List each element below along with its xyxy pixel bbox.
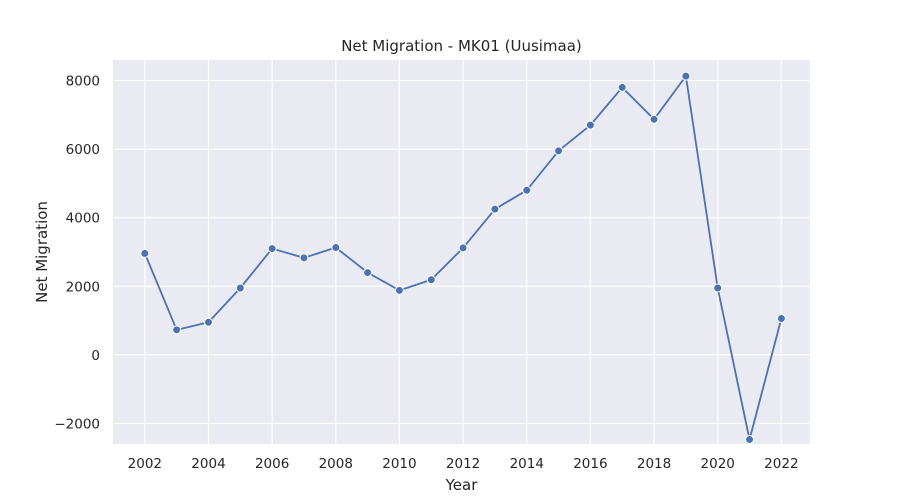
y-axis-label: Net Migration (33, 201, 51, 303)
series-layer (140, 71, 786, 445)
data-point (713, 283, 723, 293)
data-point (776, 314, 786, 324)
y-tick-label: 0 (91, 348, 100, 364)
data-point (617, 82, 627, 92)
y-tick-label: 2000 (66, 279, 100, 295)
y-tick-label: 8000 (66, 74, 100, 90)
data-point (331, 243, 341, 253)
y-tick-labels: −2000 0 2000 4000 6000 8000 (54, 74, 100, 433)
data-point (426, 275, 436, 285)
data-point (490, 204, 500, 214)
y-tick-label: 6000 (66, 142, 100, 158)
x-tick-label: 2004 (191, 456, 225, 472)
x-tick-label: 2014 (510, 456, 544, 472)
x-tick-labels: 2002 2004 2006 2008 2010 2012 2014 2016 2018 2020… (128, 456, 799, 472)
data-point (745, 435, 755, 445)
x-tick-label: 2016 (573, 456, 607, 472)
data-point (681, 71, 691, 81)
x-tick-label: 2022 (764, 456, 798, 472)
data-point (458, 243, 468, 253)
data-point (522, 185, 532, 195)
data-point (363, 268, 373, 278)
y-tick-label: −2000 (54, 416, 100, 432)
data-point (394, 285, 404, 295)
data-point (554, 146, 564, 156)
data-point (585, 120, 595, 130)
data-point (299, 253, 309, 263)
y-tick-label: 4000 (66, 211, 100, 227)
x-tick-label: 2002 (128, 456, 162, 472)
chart-title: Net Migration - MK01 (Uusimaa) (341, 37, 582, 55)
data-point (649, 114, 659, 124)
data-point (235, 283, 245, 293)
data-point (140, 248, 150, 258)
x-tick-label: 2020 (701, 456, 735, 472)
x-tick-label: 2010 (382, 456, 416, 472)
x-tick-label: 2008 (319, 456, 353, 472)
x-tick-label: 2012 (446, 456, 480, 472)
data-point (172, 325, 182, 335)
data-point (267, 244, 277, 254)
x-axis-label: Year (445, 476, 479, 494)
x-tick-label: 2006 (255, 456, 289, 472)
x-tick-label: 2018 (637, 456, 671, 472)
data-point (203, 317, 213, 327)
